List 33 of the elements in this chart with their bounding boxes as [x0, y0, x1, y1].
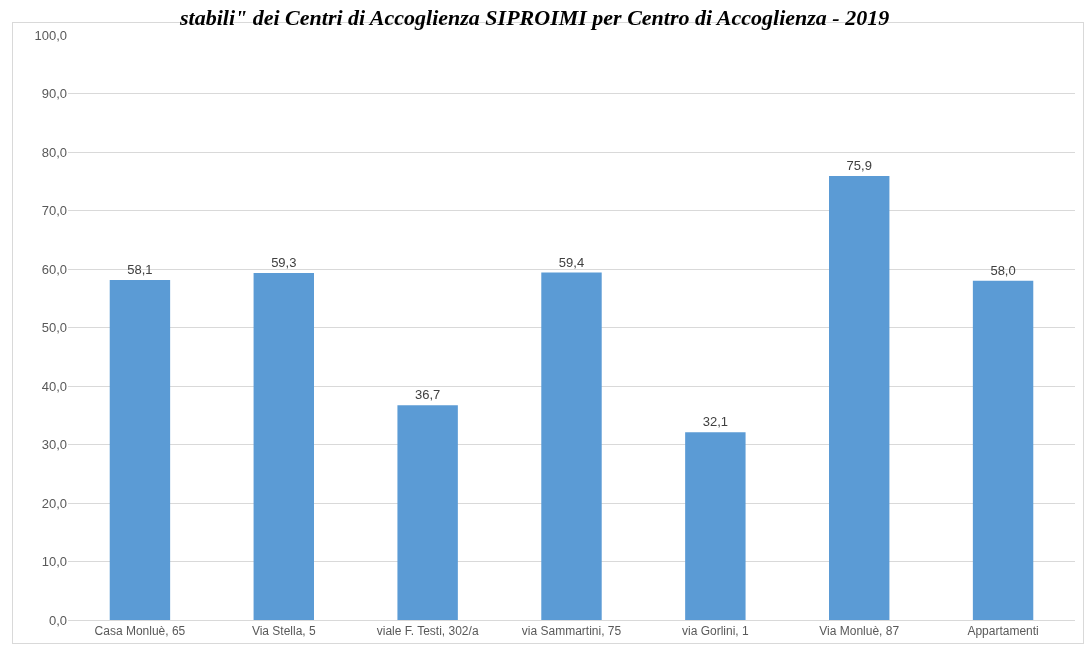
- x-tick-label: Casa Monluè, 65: [94, 624, 186, 639]
- y-tick-label: 40,0: [41, 378, 67, 394]
- y-tick-label: 10,0: [41, 554, 67, 570]
- data-label: 58,0: [990, 262, 1016, 278]
- y-tick-label: 100,0: [34, 27, 67, 43]
- bar: [829, 175, 890, 620]
- y-tick-label: 60,0: [41, 261, 67, 277]
- y-tick-label: 90,0: [41, 86, 67, 102]
- data-label: 59,4: [558, 254, 585, 270]
- chart-title: stabili" dei Centri di Accoglienza SIPROIMI per Centro di Accoglienza - 2019: [179, 5, 890, 31]
- y-tick-label: 50,0: [41, 320, 67, 336]
- data-label: 75,9: [846, 157, 872, 173]
- data-label: 59,3: [271, 255, 297, 271]
- x-tick-label: viale F. Testi, 302/a: [376, 624, 479, 639]
- x-tick-label: Via Monluè, 87: [819, 624, 900, 639]
- data-label: 36,7: [414, 387, 441, 403]
- y-tick-label: 30,0: [41, 437, 67, 453]
- x-tick-label: via Gorlini, 1: [682, 624, 750, 639]
- y-tick-label: 70,0: [41, 203, 67, 219]
- x-tick-label: Appartamenti: [967, 624, 1039, 639]
- bar: [109, 280, 171, 620]
- y-tick-label: 80,0: [41, 144, 67, 160]
- x-tick-label: Via Stella, 5: [251, 624, 317, 639]
- y-tick-label: 20,0: [41, 495, 67, 511]
- bar: [685, 432, 746, 620]
- bar: [972, 280, 1034, 620]
- y-tick-label: 0,0: [48, 612, 67, 628]
- data-label: 58,1: [127, 262, 153, 278]
- x-tick-label: via Sammartini, 75: [521, 624, 622, 639]
- bar: [541, 272, 602, 620]
- data-label: 32,1: [702, 414, 729, 430]
- bar: [397, 405, 458, 620]
- bar: [253, 273, 314, 620]
